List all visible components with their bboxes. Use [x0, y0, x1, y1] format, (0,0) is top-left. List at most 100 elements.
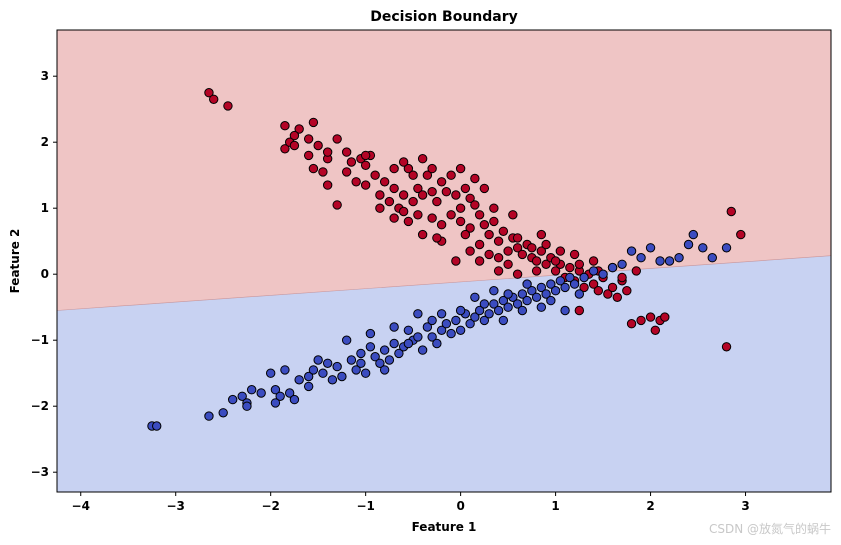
series-0-point-53	[465, 223, 475, 233]
series-1-point-32	[403, 325, 414, 335]
series-0-point-107	[503, 259, 513, 269]
series-0-point-60	[479, 220, 490, 230]
y-tick-label-0: 0	[41, 267, 49, 281]
series-0-point-118	[470, 173, 480, 184]
x-tick-label-2: 2	[646, 499, 654, 513]
series-1-point-85	[265, 368, 276, 378]
series-1-point-51	[493, 305, 504, 316]
series-1-point-106	[270, 398, 281, 408]
series-0-point-6	[289, 130, 300, 141]
series-0-point-29	[389, 183, 399, 194]
series-1-point-19	[337, 371, 347, 382]
series-1-point-52	[498, 295, 509, 306]
y-tick-label-2: 2	[41, 135, 49, 149]
plot-frame	[56, 29, 832, 493]
series-1-point-57	[522, 295, 532, 306]
series-0-point-96	[660, 312, 670, 322]
series-0-point-136	[455, 163, 466, 174]
series-0-point-106	[484, 249, 494, 260]
series-1-point-35	[417, 345, 428, 355]
series-0-point-83	[588, 279, 599, 289]
series-0-point-92	[636, 315, 646, 326]
series-0-point-24	[360, 180, 371, 190]
series-0-point-130	[574, 259, 585, 269]
series-1-point-2	[204, 411, 214, 421]
series-1-point-24	[365, 342, 376, 352]
series-0-point-104	[512, 269, 523, 279]
series-1-point-29	[389, 338, 399, 349]
series-1-point-108	[498, 315, 509, 326]
series-1-point-105	[303, 381, 314, 392]
series-0-point-113	[726, 206, 736, 217]
series-1-point-101	[403, 338, 414, 349]
series-0-point-27	[375, 190, 385, 200]
series-0-point-68	[517, 249, 528, 260]
series-1-point-53	[503, 302, 513, 312]
series-1-point-21	[351, 365, 361, 375]
series-0-point-46	[446, 170, 456, 180]
series-1-point-103	[356, 358, 366, 368]
series-1-point-26	[375, 358, 385, 368]
series-1-point-42	[451, 315, 461, 326]
x-axis-ticks: −4 −3 −2 −1 0 1 2 3	[72, 492, 750, 513]
series-0-point-123	[460, 229, 471, 240]
lower-class-region	[57, 255, 831, 492]
series-0-point-32	[398, 206, 409, 217]
series-0-point-13	[322, 147, 333, 157]
series-1-point-46	[470, 312, 480, 322]
series-0-point-117	[427, 163, 437, 174]
series-1-point-84	[560, 305, 570, 316]
series-1-point-77	[664, 256, 675, 266]
series-1-point-107	[242, 401, 252, 411]
y-tick-label-1: 1	[41, 201, 49, 215]
series-0-point-63	[493, 236, 504, 246]
series-0-point-49	[460, 183, 471, 194]
series-0-point-112	[736, 229, 746, 240]
series-0-point-98	[617, 272, 627, 283]
series-0-point-2	[223, 101, 233, 111]
decision-boundary-line	[57, 255, 831, 311]
series-0-point-93	[645, 312, 656, 322]
series-1-point-61	[541, 289, 551, 299]
series-1-point-64	[555, 276, 566, 286]
series-0-point-18	[341, 167, 352, 177]
series-0-point-23	[351, 177, 361, 187]
series-0-point-33	[403, 216, 414, 227]
series-1-point-83	[721, 243, 732, 253]
series-0-point-101	[569, 249, 580, 260]
x-tick-label--4: −4	[72, 499, 90, 513]
series-1-point-104	[327, 375, 338, 385]
chart-title: Decision Boundary	[370, 9, 518, 25]
series-1-point-6	[246, 385, 257, 395]
series-0-point-52	[474, 210, 485, 220]
series-0-point-56	[436, 220, 447, 230]
series-0-point-8	[280, 144, 290, 154]
series-0-point-119	[489, 203, 499, 213]
series-0-point-58	[417, 229, 428, 240]
series-1-point-110	[546, 295, 556, 306]
points-layer	[147, 88, 746, 431]
series-1-point-27	[379, 345, 390, 355]
series-1-point-22	[356, 348, 366, 359]
series-1-point-38	[432, 338, 442, 349]
series-1-point-11	[284, 388, 295, 398]
series-0-point-122	[432, 233, 442, 243]
x-tick-label-3: 3	[741, 499, 749, 513]
x-tick-label--2: −2	[261, 499, 279, 513]
series-1-point-97	[536, 302, 547, 312]
series-1-point-111	[574, 289, 585, 299]
series-1-point-37	[427, 332, 437, 342]
series-1-point-25	[370, 352, 380, 362]
series-0-point-44	[436, 177, 447, 187]
series-0-point-62	[489, 216, 499, 227]
series-1-point-30	[394, 348, 404, 359]
series-0-point-139	[536, 229, 547, 240]
series-1-point-109	[522, 279, 532, 289]
series-1-point-81	[698, 243, 708, 253]
series-0-point-21	[360, 160, 371, 171]
series-0-point-114	[574, 305, 585, 316]
series-0-point-19	[346, 157, 357, 167]
series-1-point-1	[152, 421, 162, 431]
series-1-point-78	[674, 253, 684, 263]
series-0-point-10	[289, 140, 300, 151]
